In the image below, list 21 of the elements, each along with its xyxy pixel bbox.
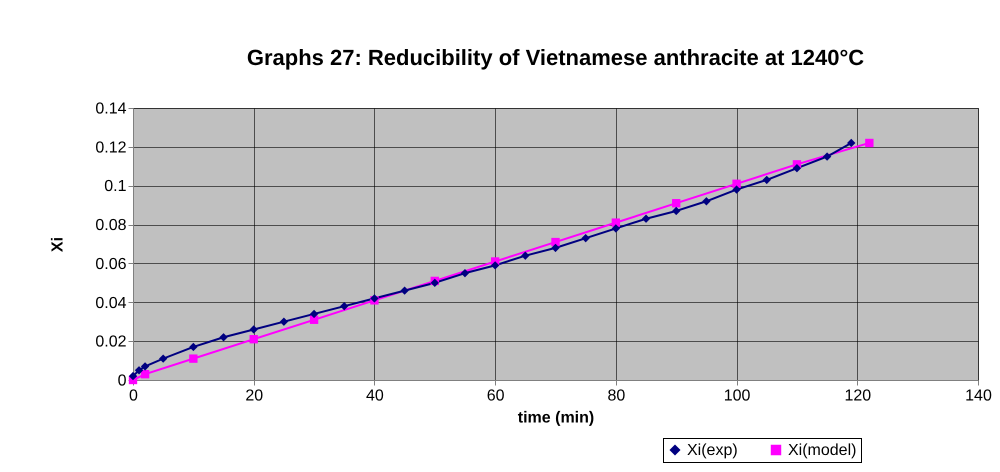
x-axis-title: time (min) <box>518 410 594 426</box>
legend-label: Xi(model) <box>788 442 856 459</box>
y-tick-label: 0.06 <box>95 256 127 273</box>
legend-label: Xi(exp) <box>687 442 738 459</box>
y-tick-label: 0.14 <box>95 100 127 118</box>
x-tick-label: 80 <box>607 388 626 404</box>
x-tick-label: 60 <box>486 388 505 404</box>
chart-title: Graphs 27: Reducibility of Vietnamese anthracite at 1240°C <box>246 45 864 70</box>
x-tick-label: 100 <box>724 388 751 404</box>
x-tick-label: 40 <box>366 388 384 404</box>
x-tick-label: 120 <box>844 388 872 404</box>
y-tick-label: 0.02 <box>95 334 127 351</box>
x-tick-label: 140 <box>965 388 992 404</box>
y-tick-label: 0.08 <box>95 217 127 234</box>
y-tick-label: 0.04 <box>95 294 127 312</box>
x-tick-label: 20 <box>245 388 264 404</box>
x-tick-label: 0 <box>129 388 138 404</box>
y-tick-label: 0.1 <box>104 178 127 196</box>
y-tick-label: 0.12 <box>95 139 127 156</box>
y-tick-label: 0 <box>118 372 127 390</box>
y-axis-title: Xi <box>49 236 66 252</box>
